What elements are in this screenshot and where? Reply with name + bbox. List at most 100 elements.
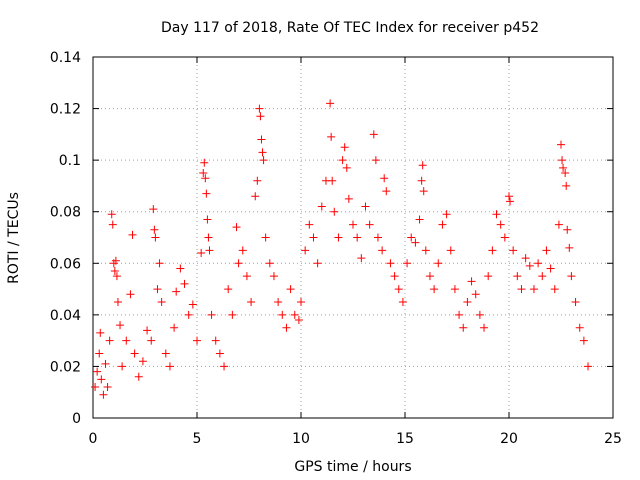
data-point bbox=[471, 290, 480, 299]
data-point bbox=[492, 210, 501, 219]
data-point bbox=[232, 223, 241, 232]
data-point bbox=[425, 272, 434, 281]
data-point bbox=[382, 187, 391, 196]
data-point bbox=[369, 130, 378, 139]
data-point bbox=[130, 349, 139, 358]
data-point bbox=[265, 259, 274, 268]
data-point bbox=[521, 254, 530, 263]
data-point bbox=[200, 158, 209, 167]
data-point bbox=[282, 323, 291, 332]
data-point bbox=[459, 323, 468, 332]
x-axis-ticks: 0 5 10 15 20 25 bbox=[89, 57, 622, 447]
data-point bbox=[529, 285, 538, 294]
data-point bbox=[561, 169, 570, 178]
x-axis-label: GPS time / hours bbox=[294, 459, 411, 475]
data-point bbox=[278, 310, 287, 319]
data-point bbox=[496, 220, 505, 229]
data-point bbox=[157, 297, 166, 306]
data-point bbox=[317, 202, 326, 211]
plot-frame bbox=[92, 56, 614, 419]
y-axis-ticks: 0 0.02 0.04 0.06 0.08 0.1 0.12 0.14 bbox=[50, 50, 613, 427]
data-point bbox=[211, 336, 220, 345]
data-point bbox=[334, 233, 343, 242]
data-point bbox=[559, 163, 568, 172]
data-point bbox=[411, 238, 420, 247]
data-point bbox=[247, 297, 256, 306]
data-point bbox=[111, 256, 120, 265]
data-point bbox=[112, 272, 121, 281]
data-point bbox=[558, 156, 567, 165]
data-point bbox=[380, 174, 389, 183]
data-point bbox=[134, 372, 143, 381]
data-point bbox=[128, 230, 137, 239]
data-point bbox=[467, 277, 476, 286]
data-point bbox=[113, 297, 122, 306]
data-point bbox=[438, 220, 447, 229]
data-point bbox=[517, 285, 526, 294]
data-point bbox=[301, 246, 310, 255]
data-point bbox=[554, 220, 563, 229]
data-point bbox=[188, 300, 197, 309]
data-point bbox=[475, 310, 484, 319]
x-tick-label: 5 bbox=[193, 431, 202, 447]
data-point bbox=[155, 259, 164, 268]
data-point bbox=[93, 367, 102, 376]
data-points bbox=[91, 99, 593, 399]
data-point bbox=[172, 287, 181, 296]
y-tick-label: 0.1 bbox=[59, 153, 81, 169]
data-point bbox=[326, 99, 335, 108]
data-point bbox=[95, 349, 104, 358]
data-point bbox=[403, 259, 412, 268]
y-axis-label: ROTI / TECUs bbox=[6, 192, 22, 284]
data-point bbox=[542, 246, 551, 255]
data-point bbox=[269, 272, 278, 281]
data-point bbox=[147, 336, 156, 345]
data-point bbox=[118, 362, 127, 371]
data-point bbox=[349, 220, 357, 229]
data-point bbox=[297, 297, 305, 306]
data-point bbox=[205, 246, 214, 255]
data-point bbox=[309, 233, 318, 242]
data-point bbox=[161, 349, 170, 358]
data-point bbox=[550, 285, 559, 294]
data-point bbox=[103, 383, 112, 392]
data-point bbox=[180, 279, 189, 288]
data-point bbox=[417, 176, 426, 185]
data-point bbox=[546, 264, 555, 273]
data-point bbox=[488, 246, 497, 255]
data-point bbox=[122, 336, 131, 345]
data-point bbox=[259, 156, 268, 165]
data-point bbox=[390, 272, 399, 281]
data-point bbox=[108, 220, 117, 229]
data-point bbox=[224, 285, 233, 294]
data-point bbox=[394, 285, 403, 294]
data-point bbox=[330, 207, 339, 216]
data-point bbox=[126, 290, 135, 299]
y-tick-label: 0.04 bbox=[50, 308, 81, 324]
data-point bbox=[565, 243, 574, 252]
data-point bbox=[567, 272, 576, 281]
data-point bbox=[373, 233, 382, 242]
chart-title: Day 117 of 2018, Rate Of TEC Index for r… bbox=[161, 20, 539, 36]
data-point bbox=[378, 246, 387, 255]
data-point bbox=[207, 310, 216, 319]
data-point bbox=[290, 310, 299, 319]
data-point bbox=[305, 220, 314, 229]
data-point bbox=[238, 246, 247, 255]
data-point bbox=[513, 272, 522, 281]
data-point bbox=[455, 310, 464, 319]
data-point bbox=[421, 246, 430, 255]
x-tick-label: 25 bbox=[604, 431, 622, 447]
data-point bbox=[197, 248, 206, 257]
data-point bbox=[484, 272, 493, 281]
y-tick-label: 0.14 bbox=[50, 50, 81, 66]
data-point bbox=[562, 181, 571, 190]
y-tick-label: 0.08 bbox=[50, 205, 81, 221]
data-point bbox=[184, 310, 193, 319]
data-point bbox=[193, 336, 201, 345]
data-point bbox=[505, 192, 513, 201]
x-tick-label: 0 bbox=[89, 431, 98, 447]
data-point bbox=[153, 285, 162, 294]
data-point bbox=[170, 323, 179, 332]
